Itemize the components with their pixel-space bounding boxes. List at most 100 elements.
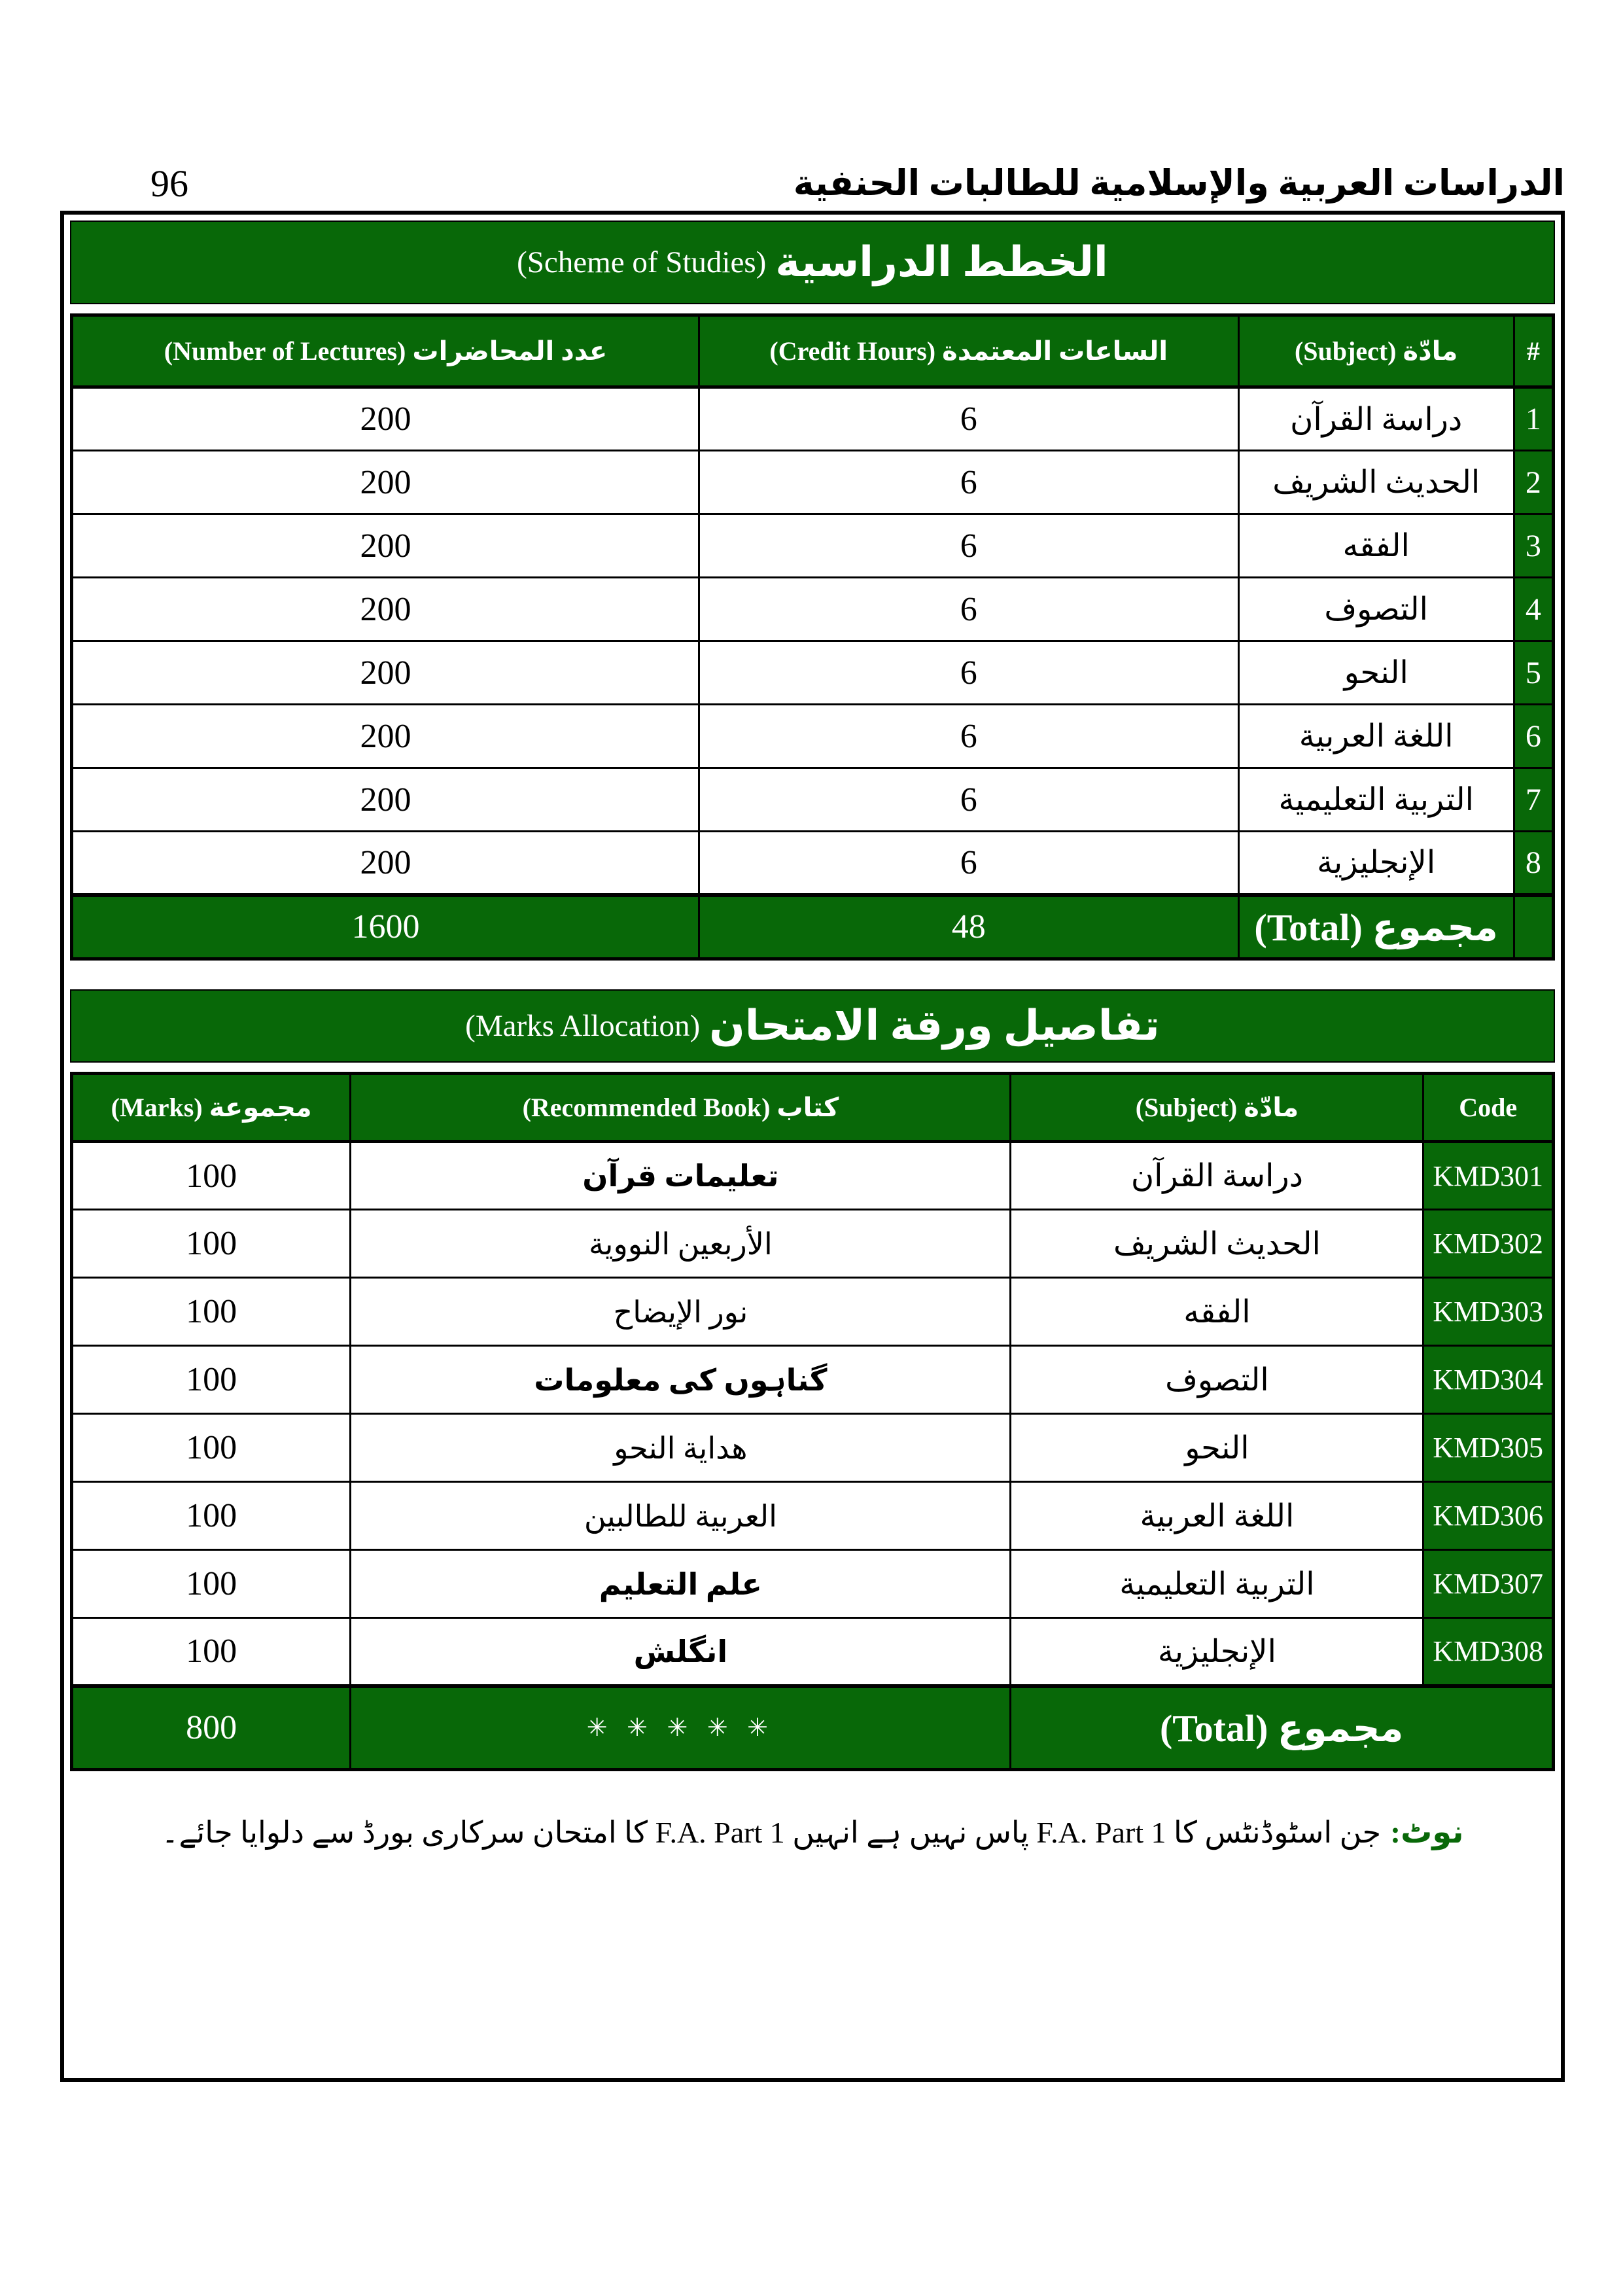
- subject-cell: النحو: [1009, 1413, 1425, 1483]
- table-row: 8 الإنجليزية 6 200: [71, 830, 1555, 896]
- subject-cell: التربية التعليمية: [1237, 767, 1515, 832]
- subject-cell: التصوف: [1009, 1345, 1425, 1415]
- marks-cell: 100: [70, 1481, 352, 1551]
- subject-cell: التربية التعليمية: [1009, 1549, 1425, 1619]
- row-index: 7: [1512, 767, 1555, 832]
- table-row: 7 التربية التعليمية 6 200: [71, 767, 1555, 832]
- total-credit-hours: 48: [697, 892, 1240, 960]
- scheme-header-row: # مادّة (Subject) الساعات المعتمدة (Cred…: [71, 314, 1555, 389]
- note-label: نوٹ:: [1390, 1815, 1464, 1850]
- total-label: مجموع (Total): [1237, 892, 1515, 960]
- total-book-stars: ✳ ✳ ✳ ✳ ✳: [349, 1684, 1012, 1771]
- subject-cell: الحديث الشريف: [1009, 1209, 1425, 1279]
- table-row: 3 الفقه 6 200: [71, 513, 1555, 578]
- code-cell: KMD304: [1422, 1345, 1554, 1415]
- scheme-of-studies-table: # مادّة (Subject) الساعات المعتمدة (Cred…: [70, 313, 1555, 961]
- credit-hours-cell: 6: [697, 450, 1240, 515]
- table-row: KMD302 الحديث الشريف الأربعين النووية 10…: [70, 1209, 1554, 1279]
- scheme-title-arabic: الخطط الدراسية: [775, 239, 1108, 285]
- subject-cell: النحو: [1237, 640, 1515, 705]
- marks-cell: 100: [70, 1617, 352, 1687]
- scheme-total-row: مجموع (Total) 48 1600: [71, 892, 1555, 960]
- credit-hours-cell: 6: [697, 703, 1240, 769]
- marks-cell: 100: [70, 1345, 352, 1415]
- column-header-book: كتاب (Recommended Book): [349, 1072, 1012, 1143]
- page-header: 96 الدراسات العربية والإسلامية للطالبات …: [60, 124, 1565, 203]
- subject-cell: الفقه: [1237, 513, 1515, 578]
- lectures-cell: 200: [71, 767, 700, 832]
- footnote: نوٹ:جن اسٹوڈنٹس کا F.A. Part 1 پاس نہیں …: [70, 1809, 1555, 1856]
- table-row: KMD301 دراسة القرآن تعلیمات قرآن 100: [70, 1140, 1554, 1210]
- total-index-spacer: [1512, 892, 1555, 960]
- subject-cell: التصوف: [1237, 576, 1515, 642]
- column-header-marks: مجموعة (Marks): [70, 1072, 352, 1143]
- subject-cell: الإنجليزية: [1009, 1617, 1425, 1687]
- table-row: KMD306 اللغة العربية العربية للطالبين 10…: [70, 1481, 1554, 1551]
- credit-hours-cell: 6: [697, 386, 1240, 451]
- book-cell: انگلش: [349, 1617, 1012, 1687]
- total-marks: 800: [70, 1684, 352, 1771]
- credit-hours-cell: 6: [697, 576, 1240, 642]
- scheme-table-title: الخطط الدراسية (Scheme of Studies): [70, 221, 1555, 304]
- row-index: 8: [1512, 830, 1555, 896]
- marks-cell: 100: [70, 1209, 352, 1279]
- lectures-cell: 200: [71, 386, 700, 451]
- subject-cell: الإنجليزية: [1237, 830, 1515, 896]
- lectures-cell: 200: [71, 703, 700, 769]
- content-border-box: الخطط الدراسية (Scheme of Studies) # ماد…: [60, 211, 1565, 2082]
- credit-hours-cell: 6: [697, 513, 1240, 578]
- code-cell: KMD302: [1422, 1209, 1554, 1279]
- lectures-cell: 200: [71, 576, 700, 642]
- marks-cell: 100: [70, 1549, 352, 1619]
- subject-cell: دراسة القرآن: [1009, 1140, 1425, 1210]
- marks-cell: 100: [70, 1413, 352, 1483]
- column-header-subject: مادّة (Subject): [1009, 1072, 1425, 1143]
- row-index: 4: [1512, 576, 1555, 642]
- row-index: 6: [1512, 703, 1555, 769]
- book-cell: العربية للطالبين: [349, 1481, 1012, 1551]
- document-title: الدراسات العربية والإسلامية للطالبات الح…: [793, 163, 1565, 203]
- table-row: 4 التصوف 6 200: [71, 576, 1555, 642]
- table-row: KMD303 الفقه نور الإيضاح 100: [70, 1277, 1554, 1347]
- credit-hours-cell: 6: [697, 640, 1240, 705]
- subject-cell: الحديث الشريف: [1237, 450, 1515, 515]
- book-cell: هداية النحو: [349, 1413, 1012, 1483]
- table-row: 5 النحو 6 200: [71, 640, 1555, 705]
- code-cell: KMD307: [1422, 1549, 1554, 1619]
- subject-cell: دراسة القرآن: [1237, 386, 1515, 451]
- column-header-code: Code: [1422, 1072, 1554, 1143]
- table-row: KMD307 التربية التعليمية علم التعلیم 100: [70, 1549, 1554, 1619]
- row-index: 2: [1512, 450, 1555, 515]
- column-header-index: #: [1512, 314, 1555, 389]
- table-row: KMD305 النحو هداية النحو 100: [70, 1413, 1554, 1483]
- code-cell: KMD303: [1422, 1277, 1554, 1347]
- code-cell: KMD301: [1422, 1140, 1554, 1210]
- row-index: 1: [1512, 386, 1555, 451]
- lectures-cell: 200: [71, 513, 700, 578]
- lectures-cell: 200: [71, 640, 700, 705]
- subject-cell: الفقه: [1009, 1277, 1425, 1347]
- column-header-lectures: عدد المحاضرات (Number of Lectures): [71, 314, 700, 389]
- table-row: KMD304 التصوف گناہوں کی معلومات 100: [70, 1345, 1554, 1415]
- credit-hours-cell: 6: [697, 767, 1240, 832]
- subject-cell: اللغة العربية: [1237, 703, 1515, 769]
- total-label: مجموع (Total): [1009, 1684, 1554, 1771]
- total-lectures: 1600: [71, 892, 700, 960]
- marks-header-row: Code مادّة (Subject) كتاب (Recommended B…: [70, 1072, 1554, 1143]
- table-row: 6 اللغة العربية 6 200: [71, 703, 1555, 769]
- subject-cell: اللغة العربية: [1009, 1481, 1425, 1551]
- marks-cell: 100: [70, 1277, 352, 1347]
- code-cell: KMD306: [1422, 1481, 1554, 1551]
- table-row: 1 دراسة القرآن 6 200: [71, 386, 1555, 451]
- code-cell: KMD308: [1422, 1617, 1554, 1687]
- row-index: 5: [1512, 640, 1555, 705]
- table-row: KMD308 الإنجليزية انگلش 100: [70, 1617, 1554, 1687]
- column-header-credit-hours: الساعات المعتمدة (Credit Hours): [697, 314, 1240, 389]
- scheme-title-english: (Scheme of Studies): [517, 245, 767, 279]
- lectures-cell: 200: [71, 830, 700, 896]
- book-cell: تعلیمات قرآن: [349, 1140, 1012, 1210]
- marks-allocation-table: Code مادّة (Subject) كتاب (Recommended B…: [70, 1072, 1555, 1771]
- code-cell: KMD305: [1422, 1413, 1554, 1483]
- marks-total-row: مجموع (Total) ✳ ✳ ✳ ✳ ✳ 800: [70, 1684, 1554, 1771]
